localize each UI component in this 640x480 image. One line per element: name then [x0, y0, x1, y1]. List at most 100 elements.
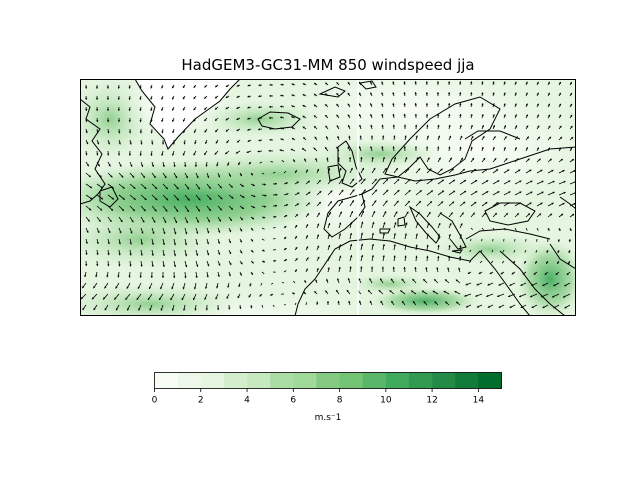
wind-arrow-head: [562, 202, 565, 205]
wind-arrow-head: [115, 286, 118, 289]
wind-arrow-head: [207, 175, 210, 178]
wind-arrow-head: [348, 300, 351, 303]
wind-arrow-head: [100, 186, 103, 189]
wind-arrow-head: [214, 107, 218, 110]
wind-arrow-head: [529, 169, 532, 172]
wind-arrow-head: [152, 231, 155, 234]
wind-arrow-shaft: [480, 249, 483, 253]
wind-arrow-head: [314, 291, 317, 294]
wind-arrow-head: [359, 135, 362, 138]
wind-arrow-head: [250, 272, 253, 275]
wind-arrow-head: [251, 217, 255, 220]
wind-arrow-head: [263, 183, 266, 186]
wind-arrow-head: [120, 219, 123, 223]
wind-arrow-head: [371, 232, 375, 235]
wind-arrow-head: [291, 116, 294, 119]
wind-arrow-head: [183, 308, 186, 311]
wind-arrow-head: [285, 204, 289, 207]
wind-arrow-head: [432, 290, 435, 293]
wind-arrow-head: [336, 278, 340, 281]
wind-arrow-head: [228, 274, 231, 277]
wind-arrow-head: [427, 222, 430, 225]
wind-arrow-head: [463, 190, 467, 193]
wind-arrow-head: [328, 245, 331, 248]
colorbar-tick-label: 8: [337, 396, 343, 406]
wind-arrow-head: [336, 125, 339, 128]
wind-arrow-head: [360, 254, 364, 258]
wind-arrow-head: [426, 255, 429, 258]
wind-arrow-head: [382, 233, 385, 236]
wind-arrow-head: [139, 120, 142, 123]
wind-arrow-head: [163, 231, 166, 235]
wind-arrow-head: [129, 242, 132, 245]
wind-arrow-head: [361, 167, 364, 171]
wind-arrow-head: [139, 153, 142, 156]
wind-arrow-head: [150, 120, 153, 123]
wind-arrow-head: [518, 202, 521, 205]
wind-arrow-head: [219, 208, 222, 211]
wind-arrow-head: [325, 82, 328, 85]
wind-arrow-shaft: [261, 271, 265, 275]
wind-arrow-head: [351, 200, 354, 203]
wind-arrow-head: [421, 290, 425, 293]
wind-arrow-head: [314, 83, 317, 86]
wind-arrow-head: [536, 103, 539, 106]
wind-arrow-head: [164, 175, 167, 179]
wind-arrow-shaft: [261, 304, 264, 308]
wind-arrow-head: [383, 222, 386, 225]
wind-arrow-head: [511, 272, 514, 275]
wind-arrow-head: [371, 243, 375, 246]
wind-arrow-head: [381, 146, 384, 149]
wind-arrow-head: [476, 283, 479, 286]
wind-arrow-head: [503, 92, 506, 95]
wind-arrow-head: [459, 81, 462, 84]
wind-arrow-head: [371, 157, 374, 160]
wind-arrow-head: [239, 306, 242, 309]
wind-arrow-head: [122, 186, 125, 189]
wind-arrow-head: [403, 124, 407, 127]
wind-arrow-head: [279, 149, 282, 152]
wind-arrow-head: [436, 92, 440, 95]
wind-arrow-head: [389, 290, 392, 293]
north-america-coast: [80, 98, 106, 205]
wind-arrow-head: [274, 182, 277, 185]
wind-arrow-head: [382, 157, 385, 160]
wind-arrow-head: [284, 259, 287, 262]
wind-arrow-head: [118, 131, 121, 134]
wind-arrow-head: [515, 125, 518, 128]
wind-arrow-head: [414, 267, 417, 270]
wind-arrow-head: [429, 201, 432, 204]
wind-arrow-head: [349, 232, 353, 236]
wind-arrow-head: [257, 150, 260, 153]
wind-arrow-head: [486, 294, 489, 297]
wind-arrow-head: [306, 224, 309, 227]
wind-arrow-head: [552, 295, 555, 298]
wind-arrow-head: [252, 206, 255, 209]
wind-arrow-head: [459, 245, 462, 248]
wind-arrow-head: [358, 103, 362, 106]
wind-arrow-head: [129, 142, 132, 145]
wind-arrow-head: [144, 197, 147, 200]
wind-arrow-head: [302, 83, 306, 86]
wind-arrow-head: [204, 118, 207, 122]
wind-arrow-head: [391, 300, 394, 304]
wind-arrow-head: [111, 197, 114, 200]
wind-arrow-head: [400, 290, 403, 293]
wind-arrow-head: [118, 253, 121, 256]
balkans-coast: [439, 212, 467, 250]
wind-arrow-head: [108, 164, 111, 167]
wind-arrow-head: [509, 283, 512, 286]
wind-arrow-head: [139, 86, 142, 89]
colorbar-tick-label: 10: [380, 396, 392, 406]
wind-arrow-head: [484, 169, 488, 172]
wind-arrow-head: [96, 142, 100, 145]
wind-arrow-head: [250, 173, 253, 176]
wind-arrow-head: [172, 97, 175, 100]
wind-vectors: [80, 81, 576, 311]
wind-arrow-head: [106, 120, 110, 123]
wind-arrow-head: [349, 266, 352, 269]
wind-arrow-head: [378, 290, 381, 293]
wind-arrow-head: [436, 103, 440, 105]
wind-arrow-head: [85, 131, 88, 134]
wind-arrow-head: [97, 164, 100, 167]
